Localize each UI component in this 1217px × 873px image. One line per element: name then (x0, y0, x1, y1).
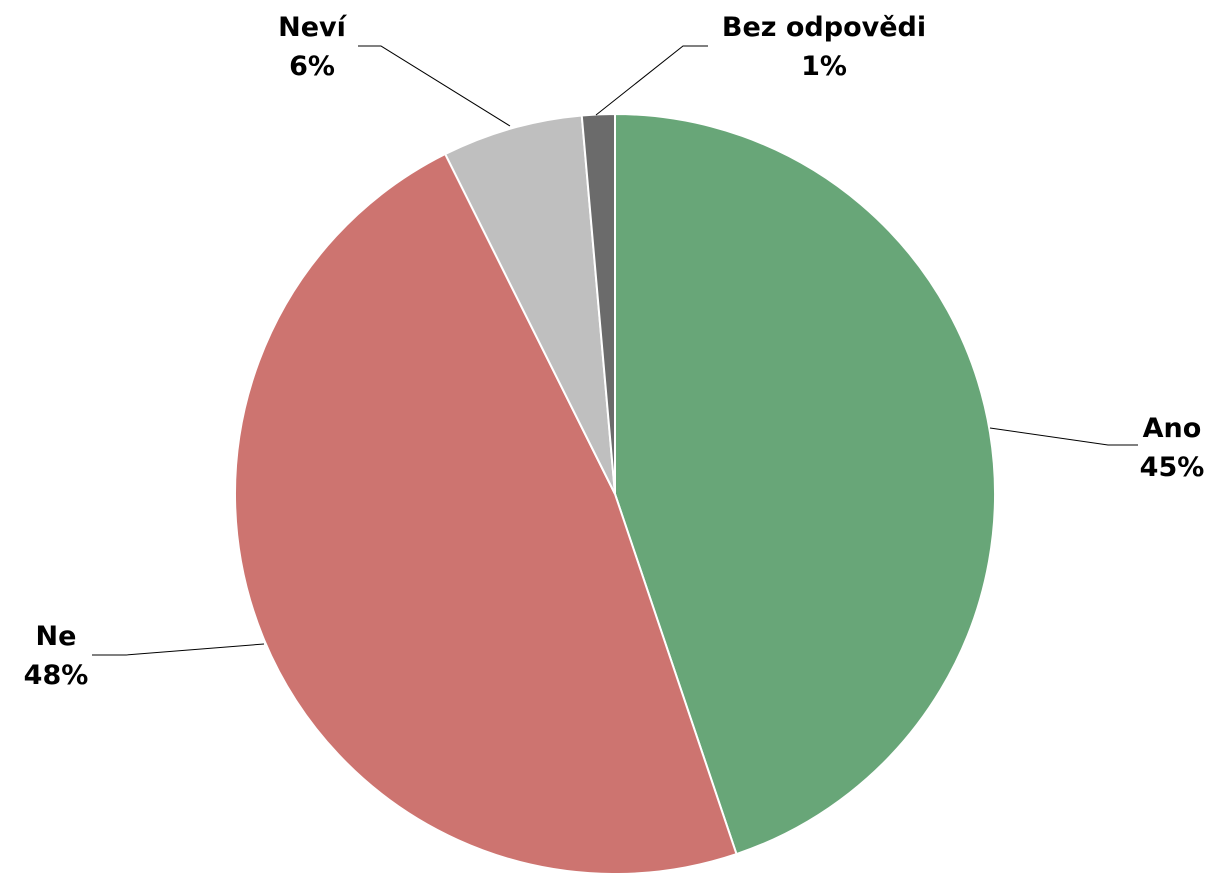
pie-slice-ne (234, 152, 738, 873)
leader-line-ano (989, 427, 1138, 446)
slice-name-label: Bez odpovědi (722, 12, 926, 43)
slice-percent-label: 45% (1140, 452, 1205, 483)
leader-lines (92, 45, 1138, 656)
slice-name-label: Ne (36, 621, 77, 652)
pie-slice-ano (614, 112, 997, 856)
leader-line-bez-odpovědi (595, 45, 708, 116)
pie-slice-bez-odpovědi (580, 112, 616, 495)
pie-slices (234, 112, 997, 873)
slice-percent-label: 6% (289, 51, 335, 82)
slice-name-label: Neví (278, 12, 348, 43)
pie-slice-neví (443, 114, 616, 495)
slice-percent-label: 1% (801, 51, 847, 82)
data-labels: Ano 45% Ne 48% Neví 6% Bez odpovědi 1% (24, 12, 1205, 691)
slice-percent-label: 48% (24, 660, 89, 691)
slice-name-label: Ano (1143, 413, 1202, 444)
leader-line-neví (358, 45, 511, 127)
leader-line-ne (92, 643, 265, 656)
